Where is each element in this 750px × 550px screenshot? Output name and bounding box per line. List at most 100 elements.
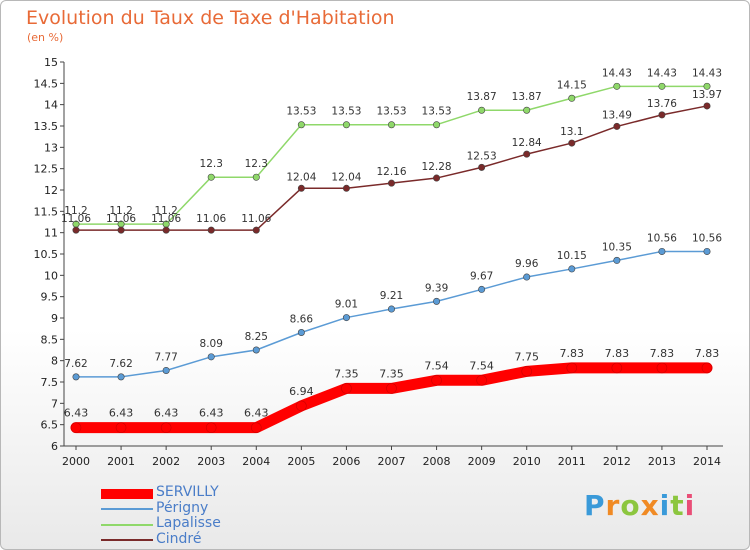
legend-label: Cindré (156, 530, 202, 547)
legend-swatch (101, 523, 153, 526)
data-label: 13.53 (286, 106, 316, 118)
data-label: 10.15 (557, 250, 587, 262)
data-label: 7.62 (109, 358, 132, 370)
data-point (566, 362, 578, 374)
data-label: 14.15 (557, 79, 587, 91)
data-point (341, 383, 352, 394)
x-tick-label: 2006 (332, 455, 360, 468)
data-label: 10.35 (602, 241, 632, 253)
data-label: 13.49 (602, 109, 632, 121)
data-point (117, 373, 125, 381)
data-label: 13.87 (467, 91, 497, 103)
data-point (478, 106, 486, 114)
data-label: 9.01 (335, 299, 358, 311)
logo-letter: t (670, 489, 685, 522)
legend-label: SERVILLY (156, 484, 219, 500)
data-label: 12.3 (245, 158, 268, 170)
x-tick-label: 2002 (152, 455, 180, 468)
data-label: 11.2 (64, 205, 87, 217)
data-point (701, 362, 713, 374)
data-label: 11.2 (154, 205, 177, 217)
x-tick-label: 2008 (423, 455, 451, 468)
data-label: 12.28 (422, 161, 452, 173)
data-point (205, 422, 217, 433)
data-point (523, 106, 531, 114)
data-point (433, 297, 441, 305)
data-point (431, 374, 442, 386)
x-tick-label: 2011 (558, 455, 586, 468)
data-label: 8.66 (290, 314, 314, 326)
data-point (252, 226, 260, 234)
data-point (656, 362, 668, 374)
data-point (568, 94, 576, 102)
data-label: 13.1 (560, 126, 583, 138)
data-label: 13.53 (422, 106, 452, 118)
data-point (117, 226, 125, 234)
y-tick-label: 9.5 (41, 291, 59, 304)
legend-swatch (101, 508, 153, 511)
data-label: 7.75 (514, 350, 539, 363)
data-point (658, 82, 666, 90)
logo-letter: x (640, 489, 660, 522)
data-label: 8.25 (245, 331, 268, 343)
data-label: 12.04 (286, 171, 316, 183)
data-point (207, 173, 215, 181)
y-tick-label: 10 (44, 269, 58, 282)
data-label: 6.43 (244, 407, 269, 420)
data-label: 7.35 (379, 367, 404, 380)
data-point (297, 184, 305, 192)
data-point (658, 247, 666, 255)
y-tick-label: 15 (44, 56, 58, 69)
data-point (252, 173, 260, 181)
x-tick-label: 2012 (603, 455, 631, 468)
x-tick-label: 2009 (468, 455, 496, 468)
y-tick-label: 7.5 (41, 376, 59, 389)
data-point (568, 139, 576, 147)
data-label: 12.3 (200, 158, 223, 170)
y-tick-label: 6.5 (41, 419, 59, 432)
data-label: 14.43 (647, 67, 677, 79)
data-point (252, 346, 260, 354)
data-label: 9.96 (515, 258, 539, 270)
y-tick-label: 12.5 (34, 163, 59, 176)
data-label: 12.16 (376, 166, 406, 178)
data-point (160, 422, 172, 433)
y-tick-label: 13 (44, 141, 58, 154)
data-point (703, 102, 711, 110)
data-point (521, 366, 533, 377)
data-label: 10.56 (692, 232, 722, 244)
data-label: 9.39 (425, 282, 448, 294)
data-point (386, 383, 397, 394)
y-tick-label: 8 (51, 355, 58, 368)
data-label: 6.43 (64, 407, 89, 420)
y-tick-label: 11.5 (34, 205, 59, 218)
x-tick-label: 2007 (378, 455, 406, 468)
data-label: 7.35 (334, 367, 359, 380)
logo-letter: P (584, 489, 606, 522)
data-label: 12.53 (467, 150, 497, 162)
y-tick-label: 9 (51, 312, 58, 325)
legend-label: Périgny (156, 499, 209, 516)
data-label: 11.06 (106, 213, 136, 225)
data-label: 14.43 (602, 67, 632, 79)
data-label: 8.09 (200, 338, 223, 350)
data-label: 7.77 (154, 351, 177, 363)
data-point (72, 373, 80, 381)
data-point (207, 353, 215, 361)
logo-letter: o (620, 489, 641, 522)
data-point (115, 422, 127, 433)
data-point (611, 362, 623, 374)
data-point (658, 111, 666, 119)
data-label: 6.43 (199, 407, 224, 420)
data-point (162, 366, 170, 374)
y-tick-label: 11 (44, 227, 58, 240)
data-point (478, 285, 486, 293)
data-label: 11.2 (109, 205, 132, 217)
data-label: 7.83 (695, 347, 720, 360)
data-point (523, 150, 531, 158)
data-label: 12.04 (331, 171, 361, 183)
data-label: 12.84 (512, 137, 542, 149)
chart-title: Evolution du Taux de Taxe d'Habitation (26, 7, 395, 29)
